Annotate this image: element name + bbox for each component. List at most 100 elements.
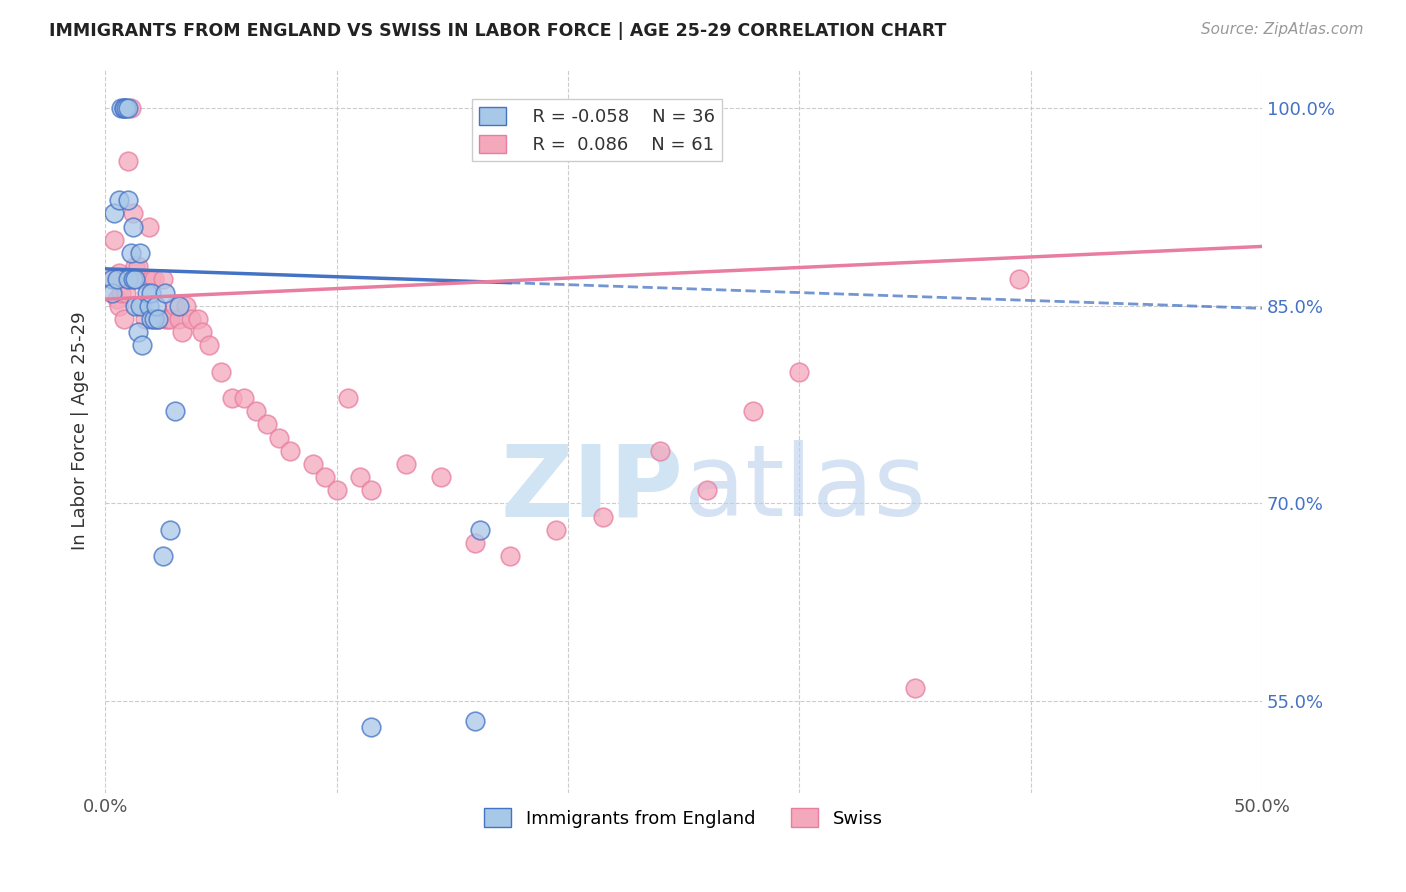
Point xyxy=(468,523,491,537)
Point xyxy=(122,219,145,234)
Point xyxy=(187,312,209,326)
Point xyxy=(314,470,336,484)
Point xyxy=(108,194,131,208)
Point xyxy=(122,206,145,220)
Point xyxy=(360,721,382,735)
Point xyxy=(112,101,135,115)
Point xyxy=(592,509,614,524)
Point xyxy=(117,272,139,286)
Point xyxy=(191,325,214,339)
Point xyxy=(120,101,142,115)
Point xyxy=(159,312,181,326)
Point xyxy=(105,272,128,286)
Point xyxy=(163,404,186,418)
Point xyxy=(101,272,124,286)
Point xyxy=(115,101,138,115)
Point xyxy=(131,299,153,313)
Point xyxy=(256,417,278,432)
Point xyxy=(138,219,160,234)
Point xyxy=(122,272,145,286)
Y-axis label: In Labor Force | Age 25-29: In Labor Force | Age 25-29 xyxy=(72,311,89,550)
Point xyxy=(267,430,290,444)
Point xyxy=(138,299,160,313)
Point xyxy=(112,101,135,115)
Point xyxy=(278,443,301,458)
Point xyxy=(155,285,177,300)
Point xyxy=(245,404,267,418)
Point xyxy=(124,272,146,286)
Point xyxy=(117,153,139,168)
Point xyxy=(127,259,149,273)
Point xyxy=(152,549,174,563)
Point xyxy=(141,272,163,286)
Point xyxy=(546,523,568,537)
Text: atlas: atlas xyxy=(683,441,925,537)
Point xyxy=(135,272,157,286)
Point xyxy=(650,443,672,458)
Point xyxy=(180,312,202,326)
Point xyxy=(112,312,135,326)
Point xyxy=(167,312,190,326)
Point xyxy=(131,338,153,352)
Point xyxy=(120,246,142,260)
Point xyxy=(167,299,190,313)
Point xyxy=(129,272,152,286)
Point xyxy=(163,299,186,313)
Text: ZIP: ZIP xyxy=(501,441,683,537)
Point xyxy=(110,101,132,115)
Point xyxy=(101,272,124,286)
Point xyxy=(141,285,163,300)
Text: Source: ZipAtlas.com: Source: ZipAtlas.com xyxy=(1201,22,1364,37)
Point xyxy=(101,285,124,300)
Point xyxy=(117,194,139,208)
Point xyxy=(360,483,382,498)
Point xyxy=(170,325,193,339)
Point xyxy=(127,325,149,339)
Point xyxy=(124,259,146,273)
Point xyxy=(429,470,451,484)
Point xyxy=(337,391,360,405)
Point xyxy=(108,299,131,313)
Point xyxy=(134,312,156,326)
Point xyxy=(117,272,139,286)
Point xyxy=(156,312,179,326)
Point xyxy=(145,299,167,313)
Point xyxy=(108,266,131,280)
Point xyxy=(129,246,152,260)
Point xyxy=(124,299,146,313)
Point xyxy=(233,391,256,405)
Point xyxy=(499,549,522,563)
Point xyxy=(110,285,132,300)
Point xyxy=(325,483,347,498)
Point xyxy=(464,714,486,728)
Point xyxy=(395,457,418,471)
Point xyxy=(742,404,765,418)
Text: IMMIGRANTS FROM ENGLAND VS SWISS IN LABOR FORCE | AGE 25-29 CORRELATION CHART: IMMIGRANTS FROM ENGLAND VS SWISS IN LABO… xyxy=(49,22,946,40)
Point xyxy=(141,312,163,326)
Point xyxy=(148,312,170,326)
Point xyxy=(198,338,221,352)
Point xyxy=(103,206,125,220)
Point xyxy=(174,299,197,313)
Point xyxy=(117,101,139,115)
Point xyxy=(152,272,174,286)
Point xyxy=(103,233,125,247)
Point xyxy=(1008,272,1031,286)
Point xyxy=(105,272,128,286)
Point xyxy=(115,285,138,300)
Point xyxy=(129,299,152,313)
Point xyxy=(155,312,177,326)
Point xyxy=(904,681,927,695)
Point xyxy=(349,470,371,484)
Point xyxy=(142,312,165,326)
Point xyxy=(159,523,181,537)
Point xyxy=(787,365,810,379)
Point xyxy=(148,312,170,326)
Point xyxy=(105,292,128,306)
Point xyxy=(302,457,325,471)
Point xyxy=(209,365,232,379)
Point xyxy=(696,483,718,498)
Point xyxy=(221,391,243,405)
Point xyxy=(464,536,486,550)
Legend: Immigrants from England, Swiss: Immigrants from England, Swiss xyxy=(477,801,890,835)
